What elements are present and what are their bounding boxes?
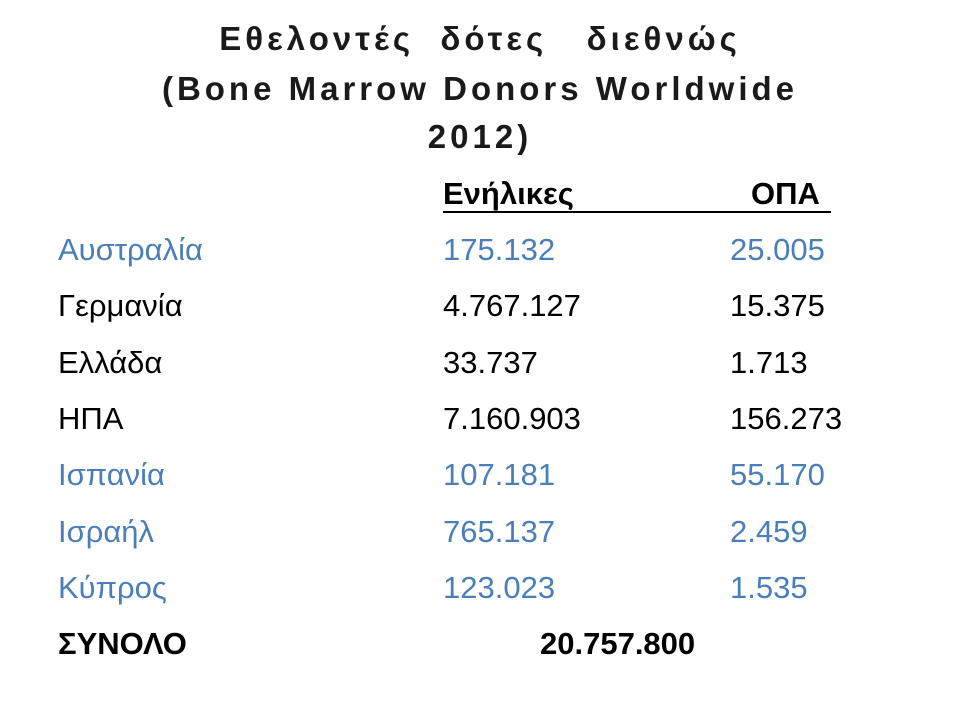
opa-cell: 25.005	[730, 232, 825, 267]
adults-cell: 123.023	[443, 569, 556, 605]
country-cell: Κύπρος	[58, 569, 167, 605]
adults-cell: 765.137	[443, 513, 556, 549]
country-cell: ΗΠΑ	[58, 400, 124, 436]
opa-cell: 2.459	[730, 513, 808, 549]
country-cell: Γερμανία	[58, 288, 183, 324]
header-adults: Ενήλικες	[443, 176, 574, 211]
country-cell: Ισπανία	[58, 457, 165, 493]
title-line: 2012)	[427, 118, 533, 155]
opa-cell: 1.713	[730, 344, 808, 380]
country-cell: Ελλάδα	[58, 344, 163, 380]
header-underline	[443, 211, 831, 213]
total-label: ΣΥΝΟΛΟ	[58, 626, 187, 662]
opa-cell: 1.535	[730, 569, 808, 605]
adults-cell: 7.160.903	[443, 400, 581, 436]
header-opa: ΟΠΑ	[751, 176, 820, 211]
country-cell: Ισραήλ	[58, 513, 155, 549]
opa-cell: 55.170	[730, 457, 825, 493]
adults-cell: 33.737	[443, 344, 538, 380]
adults-cell: 4.767.127	[443, 288, 581, 324]
opa-cell: 15.375	[730, 288, 825, 324]
country-cell: Αυστραλία	[58, 232, 203, 267]
total-value: 20.757.800	[540, 626, 696, 662]
adults-cell: 175.132	[443, 232, 556, 267]
title-line: Εθελοντές δότες διεθνώς	[219, 20, 741, 57]
adults-cell: 107.181	[443, 457, 556, 493]
opa-cell: 156.273	[730, 400, 843, 436]
title-line: (Bone Marrow Donors Worldwide	[161, 70, 799, 107]
